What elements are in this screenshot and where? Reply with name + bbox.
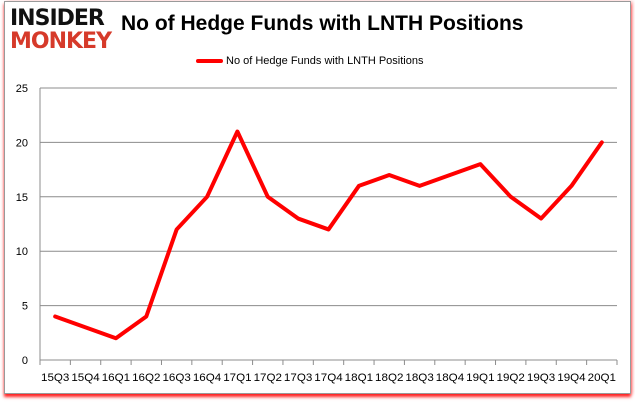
x-tick-label: 16Q3 [162, 372, 190, 384]
x-tick-label: 19Q2 [497, 372, 525, 384]
x-tick-label: 16Q2 [132, 372, 160, 384]
x-tick-label: 15Q3 [41, 372, 69, 384]
x-tick-label: 17Q1 [223, 372, 251, 384]
y-tick-label: 0 [22, 355, 28, 367]
x-tick-label: 16Q4 [193, 372, 221, 384]
chart-frame [4, 1, 631, 394]
chart-title: No of Hedge Funds with LNTH Positions [121, 12, 524, 35]
x-tick-label: 15Q4 [71, 372, 99, 384]
legend-label: No of Hedge Funds with LNTH Positions [226, 55, 424, 67]
series-line [53, 129, 604, 341]
x-tick-label: 16Q1 [102, 372, 130, 384]
x-tick-label: 18Q1 [345, 372, 373, 384]
x-tick-label: 17Q3 [284, 372, 312, 384]
y-tick-label: 25 [16, 83, 28, 95]
x-tick-label: 17Q2 [254, 372, 282, 384]
x-tick-label: 17Q4 [314, 372, 342, 384]
legend-swatch [196, 59, 223, 63]
y-tick-label: 20 [16, 137, 28, 149]
x-tick-label: 18Q2 [375, 372, 403, 384]
x-tick-label: 19Q1 [466, 372, 494, 384]
x-tick-label: 19Q3 [527, 372, 555, 384]
y-tick-label: 15 [16, 192, 28, 204]
logo-line1: INSIDER [10, 6, 105, 31]
x-tick-label: 20Q1 [588, 372, 616, 384]
y-tick-label: 10 [16, 246, 28, 258]
x-tick-label: 19Q4 [557, 372, 585, 384]
logo-line2: MONKEY [10, 29, 112, 54]
x-tick-label: 18Q4 [436, 372, 464, 384]
insider-monkey-logo: INSIDER MONKEY [10, 8, 116, 54]
legend: No of Hedge Funds with LNTH Positions [196, 55, 423, 67]
x-tick-label: 18Q3 [405, 372, 433, 384]
y-tick-label: 5 [22, 301, 28, 313]
